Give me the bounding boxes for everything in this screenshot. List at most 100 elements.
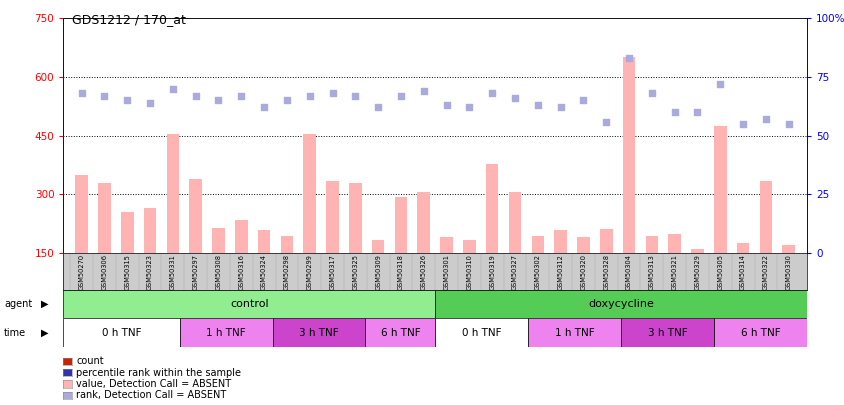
Point <box>417 88 430 94</box>
Bar <box>485 164 498 312</box>
Text: GSM50299: GSM50299 <box>306 254 312 290</box>
Point <box>257 104 271 111</box>
Bar <box>143 208 156 312</box>
Point <box>143 100 157 106</box>
Point <box>121 97 134 104</box>
Text: GSM50317: GSM50317 <box>329 254 335 290</box>
Text: GSM50301: GSM50301 <box>443 254 449 290</box>
Bar <box>63 290 435 318</box>
Text: GSM50315: GSM50315 <box>124 254 130 290</box>
Point <box>758 116 771 122</box>
Text: GSM50322: GSM50322 <box>762 254 768 290</box>
Point <box>371 104 385 111</box>
Text: 3 h TNF: 3 h TNF <box>647 328 686 338</box>
Bar <box>212 228 225 312</box>
Point <box>280 97 294 104</box>
Text: GSM50312: GSM50312 <box>557 254 563 290</box>
Bar <box>531 236 544 312</box>
Text: 3 h TNF: 3 h TNF <box>299 328 338 338</box>
Bar <box>508 192 521 312</box>
Text: GSM50330: GSM50330 <box>785 254 791 290</box>
Text: 1 h TNF: 1 h TNF <box>206 328 246 338</box>
Point <box>75 90 89 97</box>
Point <box>781 121 794 127</box>
Text: ▶: ▶ <box>41 328 48 338</box>
Bar <box>435 318 528 347</box>
Bar <box>280 236 293 312</box>
Bar <box>417 192 430 312</box>
Point <box>439 102 452 109</box>
Bar <box>690 249 703 312</box>
Point <box>735 121 749 127</box>
Text: GSM50304: GSM50304 <box>625 254 631 290</box>
Text: GSM50328: GSM50328 <box>603 254 609 290</box>
Bar <box>63 318 179 347</box>
Bar <box>75 175 88 312</box>
Bar <box>166 134 179 312</box>
Text: rank, Detection Call = ABSENT: rank, Detection Call = ABSENT <box>76 390 226 400</box>
Bar <box>435 290 806 318</box>
Point <box>690 109 703 115</box>
Text: GSM50306: GSM50306 <box>101 254 107 290</box>
Text: GSM50314: GSM50314 <box>739 254 745 290</box>
Point <box>326 90 339 97</box>
Bar <box>440 237 452 312</box>
Bar <box>371 240 384 312</box>
Bar <box>349 183 361 312</box>
Point <box>712 81 726 87</box>
Point <box>530 102 544 109</box>
Text: GSM50310: GSM50310 <box>466 254 472 290</box>
Text: time: time <box>4 328 26 338</box>
Point <box>667 109 680 115</box>
Point <box>235 92 248 99</box>
Text: percentile rank within the sample: percentile rank within the sample <box>76 368 241 377</box>
Point <box>394 92 408 99</box>
Bar <box>257 230 270 312</box>
Text: GSM50323: GSM50323 <box>147 254 153 290</box>
Point <box>462 104 475 111</box>
Text: GSM50324: GSM50324 <box>261 254 267 290</box>
Text: GSM50326: GSM50326 <box>420 254 426 290</box>
Text: control: control <box>230 299 268 309</box>
Bar <box>189 179 202 312</box>
Point <box>484 90 498 97</box>
Text: GSM50331: GSM50331 <box>170 254 176 290</box>
Bar <box>620 318 713 347</box>
Text: GSM50270: GSM50270 <box>78 254 84 290</box>
Bar <box>554 230 566 312</box>
Bar <box>645 236 657 312</box>
Text: GSM50305: GSM50305 <box>717 254 722 290</box>
Text: GSM50319: GSM50319 <box>489 254 495 290</box>
Point <box>166 85 180 92</box>
Bar <box>668 234 680 312</box>
Text: GDS1212 / 170_at: GDS1212 / 170_at <box>72 13 186 26</box>
Text: GSM50309: GSM50309 <box>375 254 381 290</box>
Text: GSM50297: GSM50297 <box>192 254 198 290</box>
Bar <box>736 243 749 312</box>
Point <box>507 95 521 101</box>
Point <box>349 92 362 99</box>
Point <box>621 55 635 62</box>
Bar <box>528 318 620 347</box>
Text: GSM50327: GSM50327 <box>511 254 517 290</box>
Text: 1 h TNF: 1 h TNF <box>555 328 593 338</box>
Text: value, Detection Call = ABSENT: value, Detection Call = ABSENT <box>76 379 231 389</box>
Bar <box>235 220 247 312</box>
Point <box>576 97 589 104</box>
Point <box>303 92 316 99</box>
Text: GSM50308: GSM50308 <box>215 254 221 290</box>
Bar <box>326 181 338 312</box>
Text: 6 h TNF: 6 h TNF <box>740 328 779 338</box>
Bar <box>599 229 612 312</box>
Bar <box>98 183 111 312</box>
Point <box>553 104 566 111</box>
Text: GSM50316: GSM50316 <box>238 254 244 290</box>
Text: GSM50318: GSM50318 <box>398 254 403 290</box>
Bar <box>713 318 806 347</box>
Bar <box>273 318 365 347</box>
Bar <box>365 318 435 347</box>
Bar <box>179 318 272 347</box>
Text: 0 h TNF: 0 h TNF <box>462 328 500 338</box>
Text: GSM50320: GSM50320 <box>580 254 586 290</box>
Text: GSM50313: GSM50313 <box>648 254 654 290</box>
